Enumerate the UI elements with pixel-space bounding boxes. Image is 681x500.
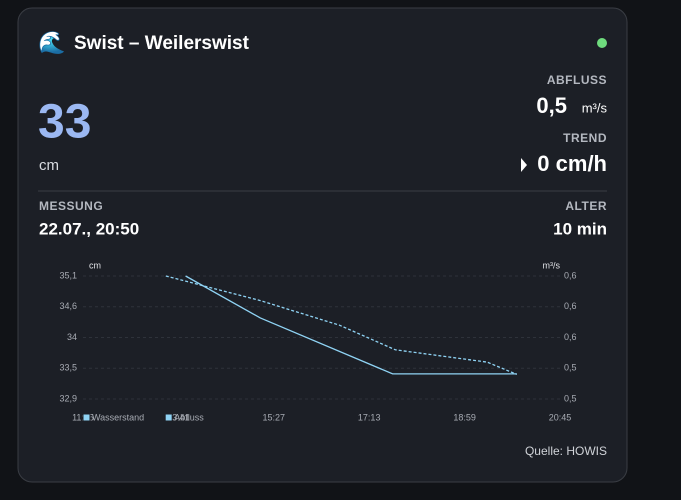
- y-tick-label: 33,5: [59, 363, 77, 373]
- measurement-value: 22.07., 20:50: [39, 219, 139, 238]
- y2-tick-label: 0,6: [564, 301, 577, 311]
- y2-tick-label: 0,6: [564, 332, 577, 342]
- x-tick-label: 13:41: [167, 412, 190, 422]
- trend-value: 0 cm/h: [537, 151, 607, 176]
- x-tick-label: 20:45: [549, 412, 572, 422]
- trend-arrow: [521, 158, 527, 172]
- legend-label: Abfluss: [174, 412, 204, 422]
- level-value: 33: [38, 96, 91, 149]
- measurement-label: MESSUNG: [39, 199, 103, 213]
- discharge-value: 0,5: [536, 93, 567, 118]
- y2-tick-label: 0,5: [564, 393, 577, 403]
- series-line: [165, 275, 518, 376]
- age-value: 10 min: [553, 219, 607, 238]
- trend-label: TREND: [563, 131, 607, 145]
- discharge-unit: m³/s: [582, 100, 608, 115]
- x-tick-label: 18:59: [453, 412, 476, 422]
- y-tick-label: 34: [67, 332, 77, 342]
- chart: 32,933,53434,635,10,50,50,60,60,611:5513…: [59, 270, 576, 422]
- icon: 🌊: [38, 30, 65, 55]
- y-tick-label: 35,1: [59, 270, 77, 280]
- x-tick-label: 15:27: [263, 412, 286, 422]
- y2-tick-label: 0,5: [564, 363, 577, 373]
- title: Swist – Weilerswist: [74, 33, 250, 54]
- legend-swatch: [82, 413, 91, 422]
- status-dot: [597, 38, 607, 48]
- legend-label: Wasserstand: [92, 412, 144, 422]
- y2-axis-title: m³/s: [543, 260, 561, 270]
- x-tick-label: 17:13: [358, 412, 381, 422]
- card: [17, 7, 628, 483]
- level-unit: cm: [39, 157, 59, 174]
- age-label: ALTER: [565, 199, 607, 213]
- discharge-label: ABFLUSS: [547, 73, 607, 87]
- legend-swatch: [164, 413, 173, 422]
- series-line: [185, 275, 517, 375]
- y-tick-label: 34,6: [59, 301, 77, 311]
- y2-tick-label: 0,6: [564, 270, 577, 280]
- source: Quelle: HOWIS: [525, 444, 607, 458]
- y-axis-title: cm: [89, 260, 101, 270]
- y-tick-label: 32,9: [59, 393, 77, 403]
